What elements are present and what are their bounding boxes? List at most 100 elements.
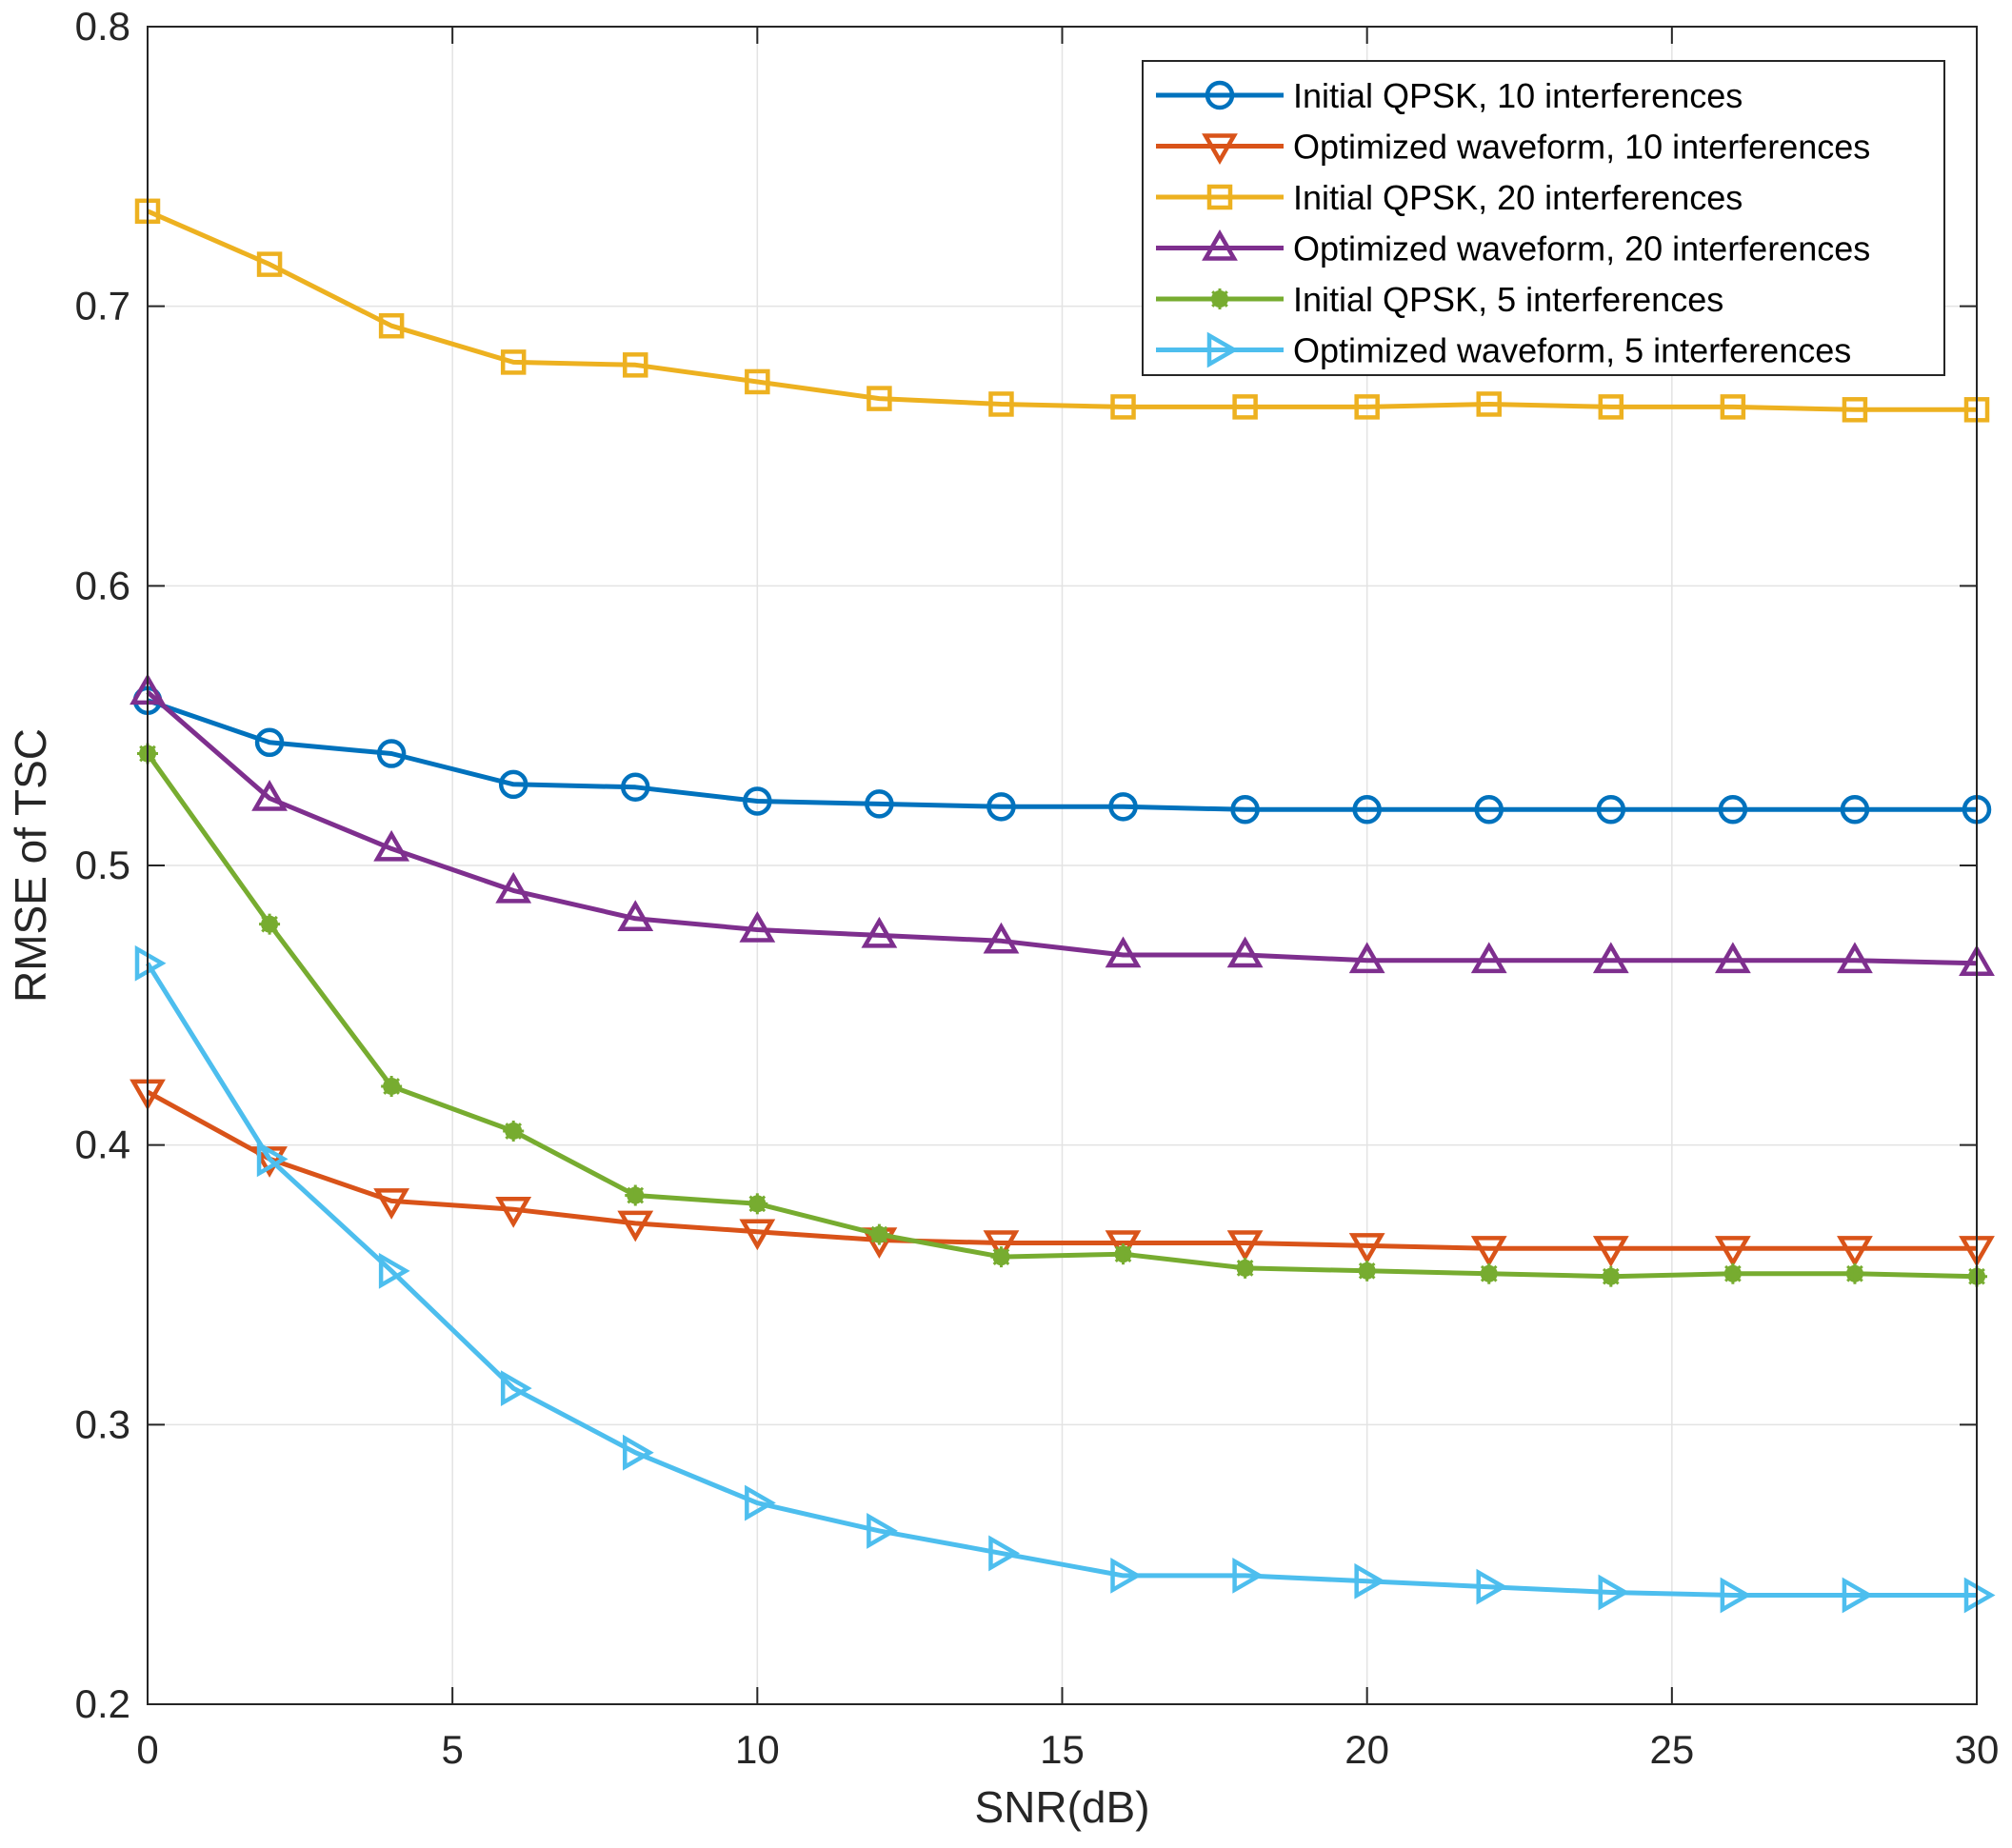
- data-point: [1354, 1562, 1386, 1600]
- legend-label: Optimized waveform, 20 interferences: [1293, 229, 1870, 268]
- series-6: [134, 944, 1996, 1614]
- asterisk-stroke: [870, 1225, 888, 1243]
- asterisk-stroke: [992, 1248, 1010, 1265]
- x-tick-label: 10: [735, 1727, 780, 1772]
- data-point: [1348, 942, 1385, 974]
- data-point: [134, 944, 167, 982]
- legend-marker: [1202, 229, 1238, 261]
- x-tick-label: 20: [1345, 1727, 1389, 1772]
- data-point: [745, 368, 770, 395]
- data-point: [1478, 1262, 1500, 1284]
- data-point: [500, 1370, 532, 1407]
- data-point: [990, 1246, 1012, 1268]
- data-point: [983, 1230, 1020, 1262]
- data-point: [986, 792, 1016, 822]
- data-point: [867, 1513, 898, 1549]
- data-point: [1600, 1265, 1622, 1287]
- data-point: [1354, 394, 1380, 420]
- data-point: [988, 1535, 1020, 1572]
- data-point: [988, 391, 1014, 417]
- data-point: [1842, 1577, 1874, 1614]
- asterisk-stroke: [1358, 1262, 1376, 1280]
- data-point: [503, 1120, 525, 1142]
- data-point: [254, 727, 285, 758]
- data-point: [868, 1223, 890, 1245]
- legend-label: Optimized waveform, 10 interferences: [1293, 128, 1870, 167]
- data-point: [1110, 394, 1136, 420]
- data-point: [617, 1210, 654, 1242]
- legend-label: Initial QPSK, 10 interferences: [1293, 76, 1743, 115]
- data-point: [1598, 394, 1624, 420]
- data-point: [256, 1141, 289, 1178]
- legend-entry: Optimized waveform, 5 interferences: [1156, 331, 1851, 370]
- data-point: [1352, 795, 1382, 825]
- data-point: [623, 352, 648, 378]
- data-point: [625, 1184, 647, 1206]
- data-point: [1348, 1233, 1385, 1264]
- x-tick-label: 25: [1649, 1727, 1694, 1772]
- data-point: [745, 1484, 776, 1521]
- legend-label: Initial QPSK, 20 interferences: [1293, 178, 1743, 217]
- y-tick-label: 0.4: [75, 1123, 130, 1167]
- data-point: [1714, 942, 1751, 974]
- data-point: [1722, 1262, 1743, 1284]
- legend-marker: [1206, 184, 1233, 210]
- data-point: [623, 1434, 654, 1471]
- series-line: [147, 209, 1977, 412]
- data-point: [1840, 795, 1870, 825]
- legend-label: Optimized waveform, 5 interferences: [1293, 331, 1851, 370]
- data-point: [1112, 1243, 1134, 1265]
- data-point: [498, 769, 528, 800]
- asterisk-stroke: [1602, 1267, 1620, 1285]
- data-point: [1356, 1260, 1378, 1282]
- x-tick-label: 0: [136, 1727, 158, 1772]
- data-point: [1720, 394, 1746, 420]
- data-point: [747, 1193, 768, 1215]
- data-point: [251, 780, 288, 811]
- data-point: [495, 1196, 532, 1228]
- data-point: [1232, 394, 1258, 420]
- data-point: [621, 772, 650, 803]
- asterisk-stroke: [1114, 1245, 1132, 1263]
- data-point: [378, 312, 405, 339]
- asterisk-stroke: [1480, 1264, 1498, 1282]
- x-tick-label: 5: [441, 1727, 463, 1772]
- legend-entry: Optimized waveform, 20 interferences: [1156, 229, 1870, 268]
- legend-entry: Initial QPSK, 10 interferences: [1156, 76, 1743, 115]
- data-point: [1234, 1257, 1256, 1279]
- asterisk-stroke: [1724, 1264, 1742, 1282]
- asterisk-stroke: [505, 1123, 523, 1140]
- data-point: [1470, 942, 1507, 974]
- data-point: [1474, 795, 1504, 825]
- asterisk-stroke: [1236, 1260, 1254, 1277]
- data-point: [500, 349, 527, 375]
- series-line: [146, 690, 1978, 966]
- legend-marker: [1209, 288, 1230, 309]
- data-point: [1105, 936, 1142, 968]
- data-point: [739, 1219, 776, 1251]
- legend: Initial QPSK, 10 interferences Optimized …: [1142, 60, 1945, 376]
- data-point: [1108, 792, 1138, 822]
- asterisk-stroke: [627, 1186, 645, 1204]
- data-point: [259, 913, 281, 935]
- y-tick-label: 0.6: [75, 563, 130, 607]
- data-point: [1476, 1568, 1508, 1605]
- data-point: [1837, 942, 1873, 974]
- asterisk-stroke: [261, 915, 278, 933]
- y-tick-label: 0.2: [75, 1681, 130, 1726]
- data-point: [1230, 795, 1260, 825]
- data-point: [1226, 1230, 1264, 1262]
- legend-box: [1142, 60, 1945, 376]
- data-point: [1470, 1236, 1507, 1267]
- legend-marker: [1205, 80, 1235, 110]
- series-1: [132, 686, 1992, 825]
- data-point: [743, 786, 772, 816]
- data-point: [1837, 1236, 1873, 1267]
- data-point: [1842, 397, 1868, 423]
- data-point: [1718, 795, 1748, 825]
- legend-entry: Initial QPSK, 5 interferences: [1156, 280, 1723, 319]
- data-point: [867, 386, 892, 411]
- data-point: [378, 1252, 410, 1289]
- data-point: [495, 871, 532, 904]
- legend-label: Initial QPSK, 5 interferences: [1293, 280, 1723, 319]
